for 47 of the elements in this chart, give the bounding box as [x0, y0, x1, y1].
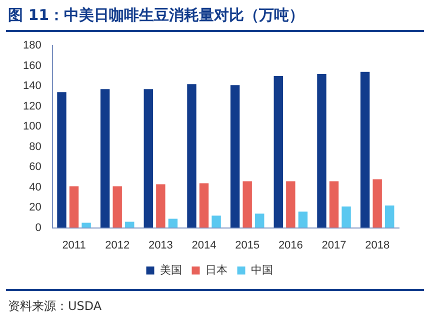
- y-tick-label: 100: [22, 120, 42, 133]
- bar: [360, 72, 370, 228]
- legend-label: 日本: [205, 264, 228, 277]
- chart-title: 图 11：中美日咖啡生豆消耗量对比（万吨）: [8, 6, 304, 25]
- bar: [298, 212, 308, 228]
- text: 资料来源：USDA: [8, 298, 102, 315]
- bar: [187, 84, 196, 228]
- x-tick-label: 2012: [105, 239, 130, 252]
- y-tick-label: 180: [22, 40, 42, 52]
- bar: [274, 76, 283, 228]
- x-tick-label: 2015: [235, 239, 260, 252]
- bar: [100, 89, 110, 228]
- bar: [329, 181, 339, 228]
- y-tick-label: 140: [22, 80, 42, 92]
- bar: [385, 206, 394, 228]
- y-tick-label: 60: [29, 161, 42, 174]
- legend-label: 美国: [160, 264, 182, 277]
- bar: [317, 74, 326, 228]
- bar: [57, 92, 66, 228]
- bar: [212, 216, 221, 228]
- bar: [125, 222, 134, 228]
- y-tick-label: 20: [29, 202, 42, 214]
- bar: [255, 214, 264, 228]
- bar: [199, 183, 209, 228]
- x-tick-label: 2014: [192, 239, 216, 252]
- x-tick-label: 2017: [322, 239, 346, 252]
- x-tick-label: 2016: [278, 239, 303, 252]
- bar: [168, 218, 178, 228]
- y-tick-label: 120: [22, 100, 42, 112]
- bar: [112, 186, 122, 228]
- x-tick-label: 2018: [365, 239, 390, 252]
- bar: [230, 85, 240, 228]
- bar: [286, 181, 296, 228]
- y-tick-label: 0: [35, 222, 42, 234]
- x-tick-label: 2013: [148, 239, 173, 252]
- bar: [242, 181, 252, 228]
- x-tick-label: 2011: [62, 239, 86, 252]
- y-tick-label: 40: [29, 181, 42, 194]
- bar: [69, 186, 79, 228]
- legend-label: 中国: [250, 264, 273, 277]
- y-tick-label: 160: [22, 60, 42, 72]
- bar: [82, 222, 91, 228]
- bar: [372, 179, 382, 228]
- bar: [156, 184, 166, 228]
- bar: [342, 206, 351, 228]
- y-tick-label: 80: [29, 140, 42, 153]
- bar: [144, 89, 154, 228]
